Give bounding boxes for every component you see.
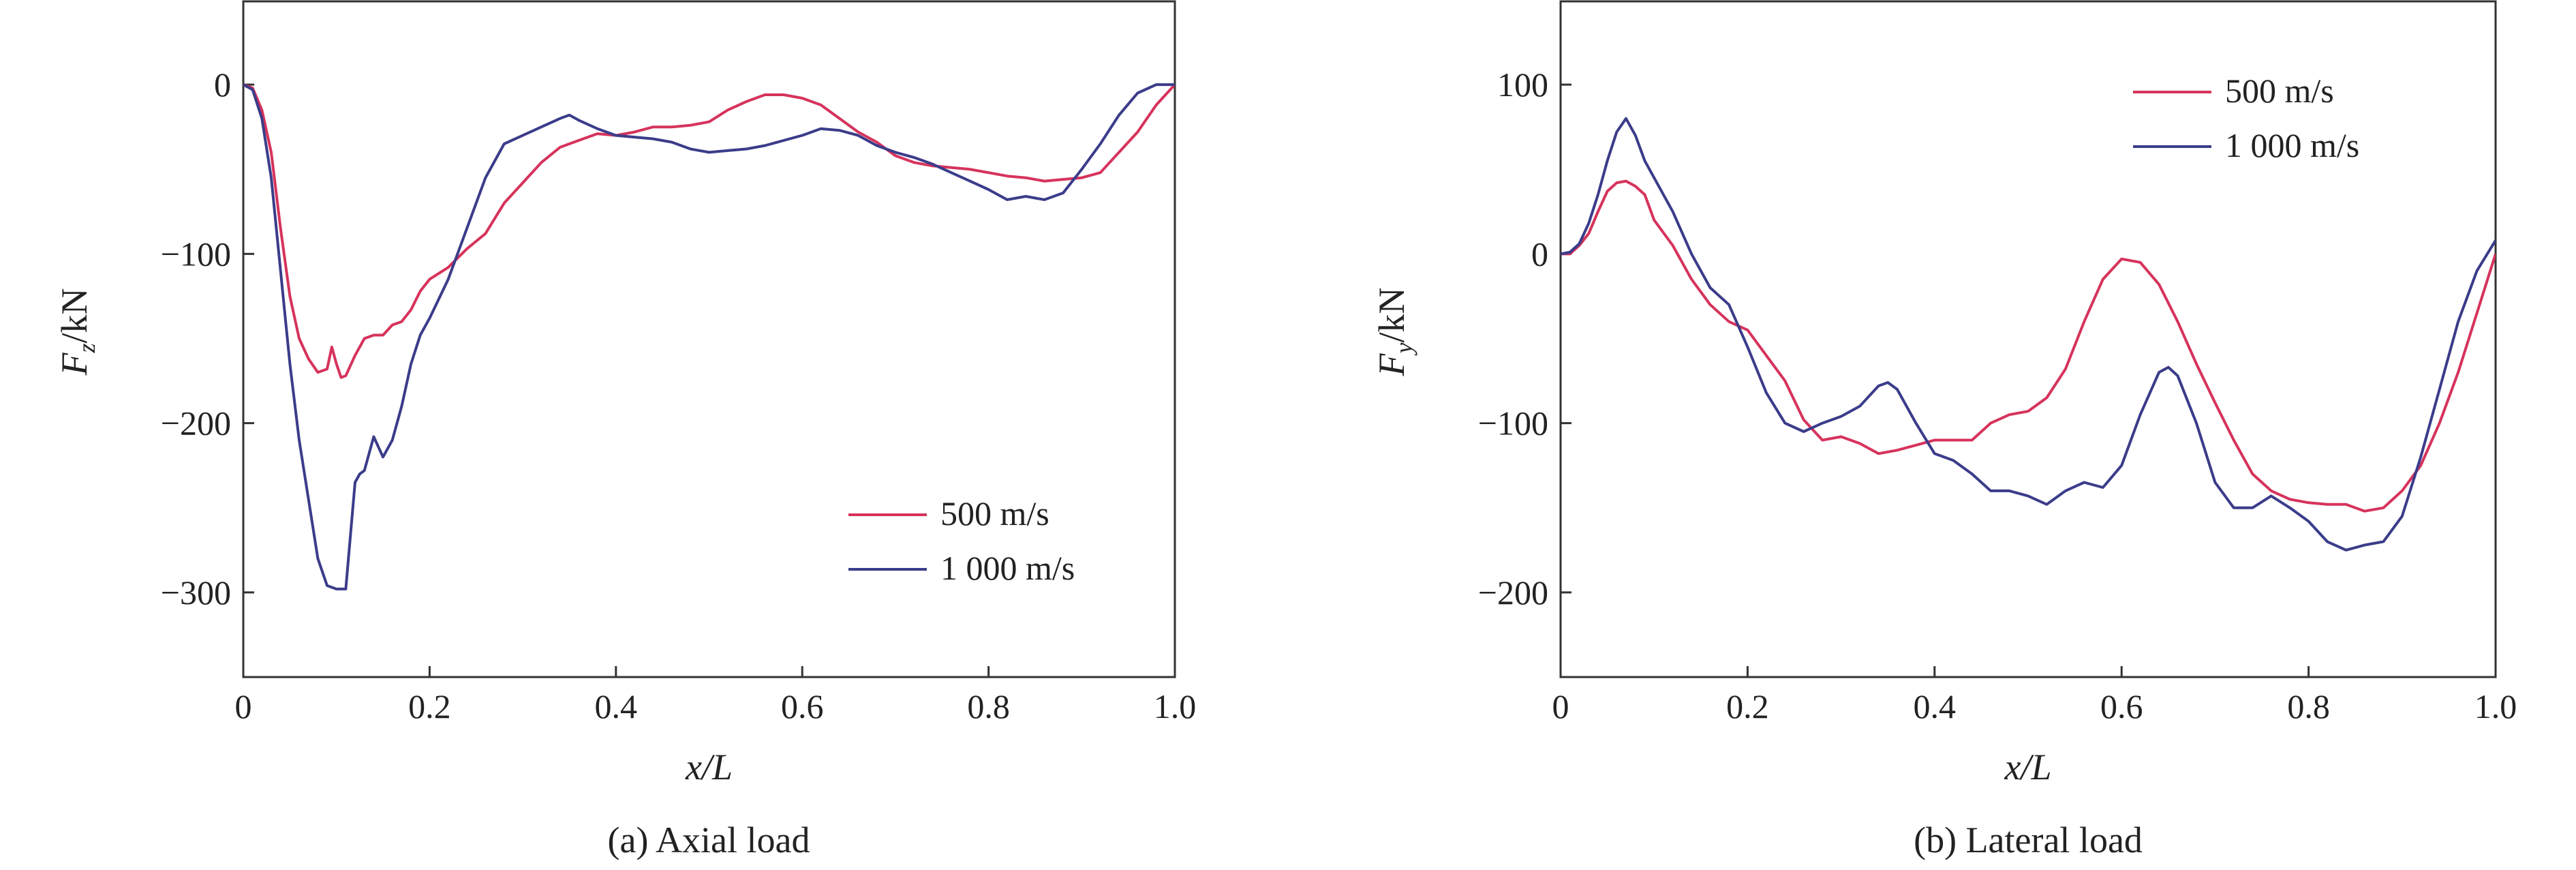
y-tick-label: −300 xyxy=(161,573,231,612)
series-line-500 xyxy=(1561,179,2496,513)
x-tick-label: 1.0 xyxy=(2474,687,2517,725)
x-tick-label: 0 xyxy=(235,687,252,725)
panel-caption: (b) Lateral load xyxy=(1914,820,2143,860)
x-tick-label: 0.8 xyxy=(967,687,1010,725)
y-tick-label: 100 xyxy=(1497,65,1548,104)
x-axis-title: x/L xyxy=(2004,747,2051,787)
y-tick-label: 0 xyxy=(1531,235,1548,273)
x-tick-label: 0.8 xyxy=(2287,687,2330,725)
plot-frame xyxy=(242,0,1176,678)
legend-label: 1 000 m/s xyxy=(2225,126,2359,164)
legend-label: 1 000 m/s xyxy=(940,549,1075,587)
x-axis-title: x/L xyxy=(685,747,733,787)
x-tick-label: 0.6 xyxy=(781,687,824,725)
x-tick-label: 0.4 xyxy=(595,687,638,725)
legend-label: 500 m/s xyxy=(2225,72,2334,110)
y-axis-title: Fz/kN xyxy=(54,288,100,376)
x-tick-label: 0.2 xyxy=(408,687,451,725)
x-tick-label: 0.4 xyxy=(1914,687,1957,725)
y-tick-label: 0 xyxy=(214,65,231,104)
axial-load-panel: 0 0.2 0.4 0.6 0.8 1.0 0 −100 −200 −300 x/L Fz/kN (a)… xyxy=(54,0,1197,860)
x-tick-label: 1.0 xyxy=(1154,687,1197,725)
legend-label: 500 m/s xyxy=(940,494,1049,532)
y-tick-label: −100 xyxy=(161,235,231,273)
x-tick-label: 0 xyxy=(1552,687,1569,725)
plot-frame xyxy=(1559,0,2497,678)
x-tick-label: 0.2 xyxy=(1726,687,1769,725)
lateral-load-panel: 0 0.2 0.4 0.6 0.8 1.0 100 0 −100 −200 x/L Fy/kN (b) … xyxy=(1371,0,2517,860)
y-tick-label: −200 xyxy=(1478,573,1548,612)
panel-caption: (a) Axial load xyxy=(608,820,810,860)
series-line-1000 xyxy=(1561,117,2496,552)
y-tick-label: −200 xyxy=(161,404,231,442)
y-tick-label: −100 xyxy=(1478,404,1548,442)
series-line-1000 xyxy=(243,83,1175,590)
series-line-500 xyxy=(243,83,1175,379)
x-tick-label: 0.6 xyxy=(2100,687,2143,725)
y-axis-title: Fy/kN xyxy=(1371,288,1417,377)
